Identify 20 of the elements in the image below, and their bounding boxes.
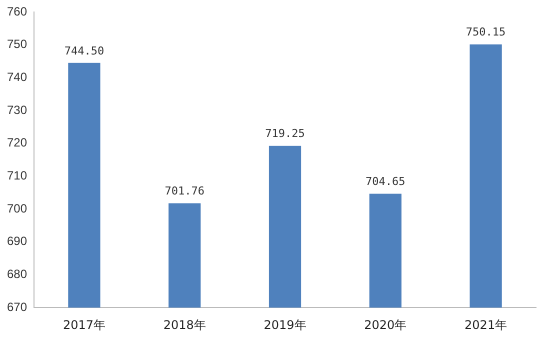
- y-tick-label: 710: [6, 168, 28, 183]
- data-label: 719.25: [265, 127, 305, 140]
- y-tick-label: 690: [6, 234, 28, 248]
- data-label: 744.50: [64, 44, 104, 58]
- x-tick-label: 2019年: [264, 318, 306, 332]
- x-tick-label: 2018年: [163, 318, 206, 332]
- y-tick-label: 720: [6, 136, 28, 150]
- x-tick-label: 2020年: [364, 318, 407, 332]
- y-tick-label: 680: [6, 267, 28, 282]
- y-tick-label: 730: [6, 102, 28, 117]
- data-label: 750.15: [466, 26, 506, 39]
- data-label: 701.76: [164, 184, 204, 198]
- y-tick-label: 670: [6, 300, 28, 314]
- y-tick-label: 760: [6, 4, 28, 18]
- data-label: 704.65: [366, 175, 406, 188]
- y-tick-label: 700: [6, 201, 28, 216]
- y-tick-label: 750: [6, 37, 28, 52]
- x-tick-label: 2021年: [464, 318, 508, 332]
- y-tick-label: 740: [6, 70, 28, 84]
- x-tick-label: 2017年: [62, 318, 106, 332]
